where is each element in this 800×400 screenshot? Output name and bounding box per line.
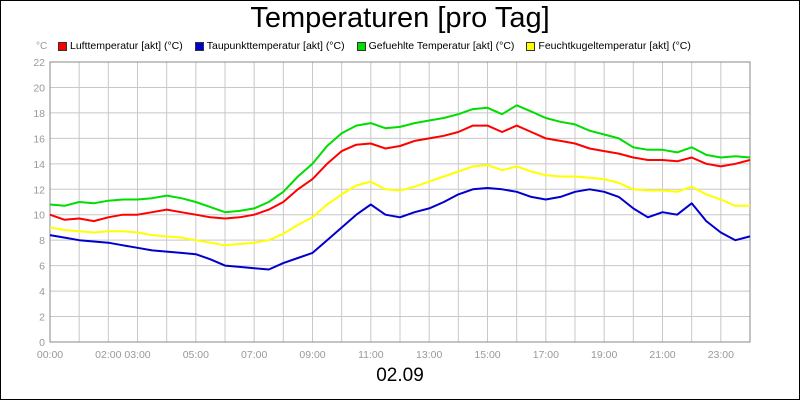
x-axis-label: 02.09: [376, 365, 424, 386]
x-tick-label: 13:00: [416, 349, 442, 361]
legend-swatch-feuchtkugeltemperatur: [526, 41, 536, 51]
y-tick-label: 6: [39, 261, 45, 273]
x-tick-label: 02:00 03:00: [95, 349, 151, 361]
x-tick-label: 21:00: [649, 349, 675, 361]
legend-swatch-gefuehlte-temperatur: [356, 41, 366, 51]
series-line-3: [49, 164, 750, 247]
plot-border: [49, 61, 751, 343]
x-tick-label: 00:00: [37, 349, 63, 361]
legend-label-feuchtkugeltemperatur: Feuchtkugeltemperatur [akt] (°C): [538, 40, 691, 52]
x-tick-label: 09:00: [299, 349, 325, 361]
x-tick-label: 17:00: [533, 349, 559, 361]
legend: Lufttemperatur [akt] (°C) Taupunkttemper…: [58, 38, 703, 54]
x-tick-label: 07:00: [241, 349, 267, 361]
x-tick-label: 15:00: [474, 349, 500, 361]
x-tick-label: 05:00: [183, 349, 209, 361]
y-tick-label: 8: [39, 235, 45, 247]
legend-item-taupunkttemperatur: Taupunkttemperatur [akt] (°C): [194, 40, 345, 52]
legend-item-lufttemperatur: Lufttemperatur [akt] (°C): [58, 40, 183, 52]
x-tick-label: 23:00: [708, 349, 734, 361]
y-tick-label: 18: [33, 108, 45, 120]
x-tick-label: 11:00: [358, 349, 384, 361]
y-tick-label: 2: [39, 312, 45, 324]
y-tick-label: 22: [33, 57, 45, 69]
legend-item-feuchtkugeltemperatur: Feuchtkugeltemperatur [akt] (°C): [526, 40, 691, 52]
y-tick-label: 10: [33, 210, 45, 222]
legend-label-gefuehlte-temperatur: Gefuehlte Temperatur [akt] (°C): [368, 40, 515, 52]
y-tick-label: 0: [39, 337, 45, 349]
series-line-1: [49, 187, 751, 271]
y-tick-label: 16: [33, 133, 45, 145]
legend-swatch-taupunkttemperatur: [194, 41, 204, 51]
legend-label-taupunkttemperatur: Taupunkttemperatur [akt] (°C): [206, 40, 345, 52]
legend-label-lufttemperatur: Lufttemperatur [akt] (°C): [70, 40, 183, 52]
legend-item-gefuehlte-temperatur: Gefuehlte Temperatur [akt] (°C): [356, 40, 515, 52]
y-unit-label: °C: [36, 41, 48, 52]
series-line-2: [49, 104, 751, 214]
legend-swatch-lufttemperatur: [58, 41, 67, 51]
chart-title: Temperaturen [pro Tag]: [250, 2, 550, 34]
x-tick-label: 19:00: [591, 349, 617, 361]
y-tick-label: 20: [33, 82, 45, 94]
y-tick-label: 14: [33, 159, 45, 171]
y-tick-label: 4: [39, 286, 45, 298]
series-line-0: [49, 124, 751, 223]
y-tick-label: 12: [33, 184, 45, 196]
